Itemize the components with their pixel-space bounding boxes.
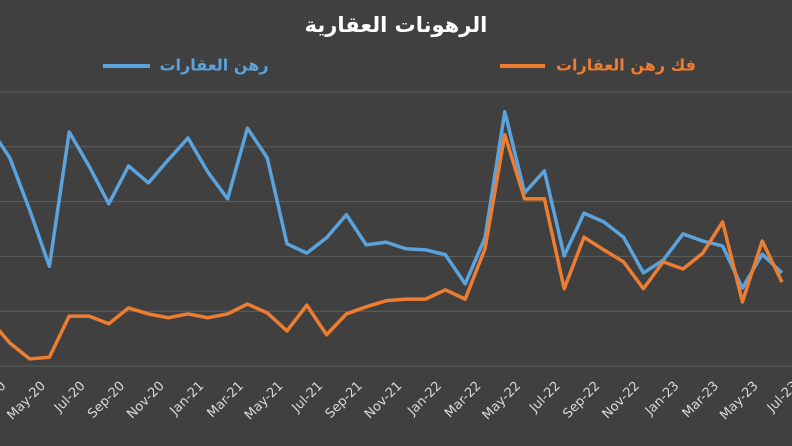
series-line (0, 109, 784, 290)
legend-label: فك رهن العقارات (556, 56, 696, 75)
series-line (0, 132, 784, 361)
legend-label: رهن العقارات (159, 56, 268, 75)
chart-title: الرهونات العقارية (305, 13, 488, 37)
